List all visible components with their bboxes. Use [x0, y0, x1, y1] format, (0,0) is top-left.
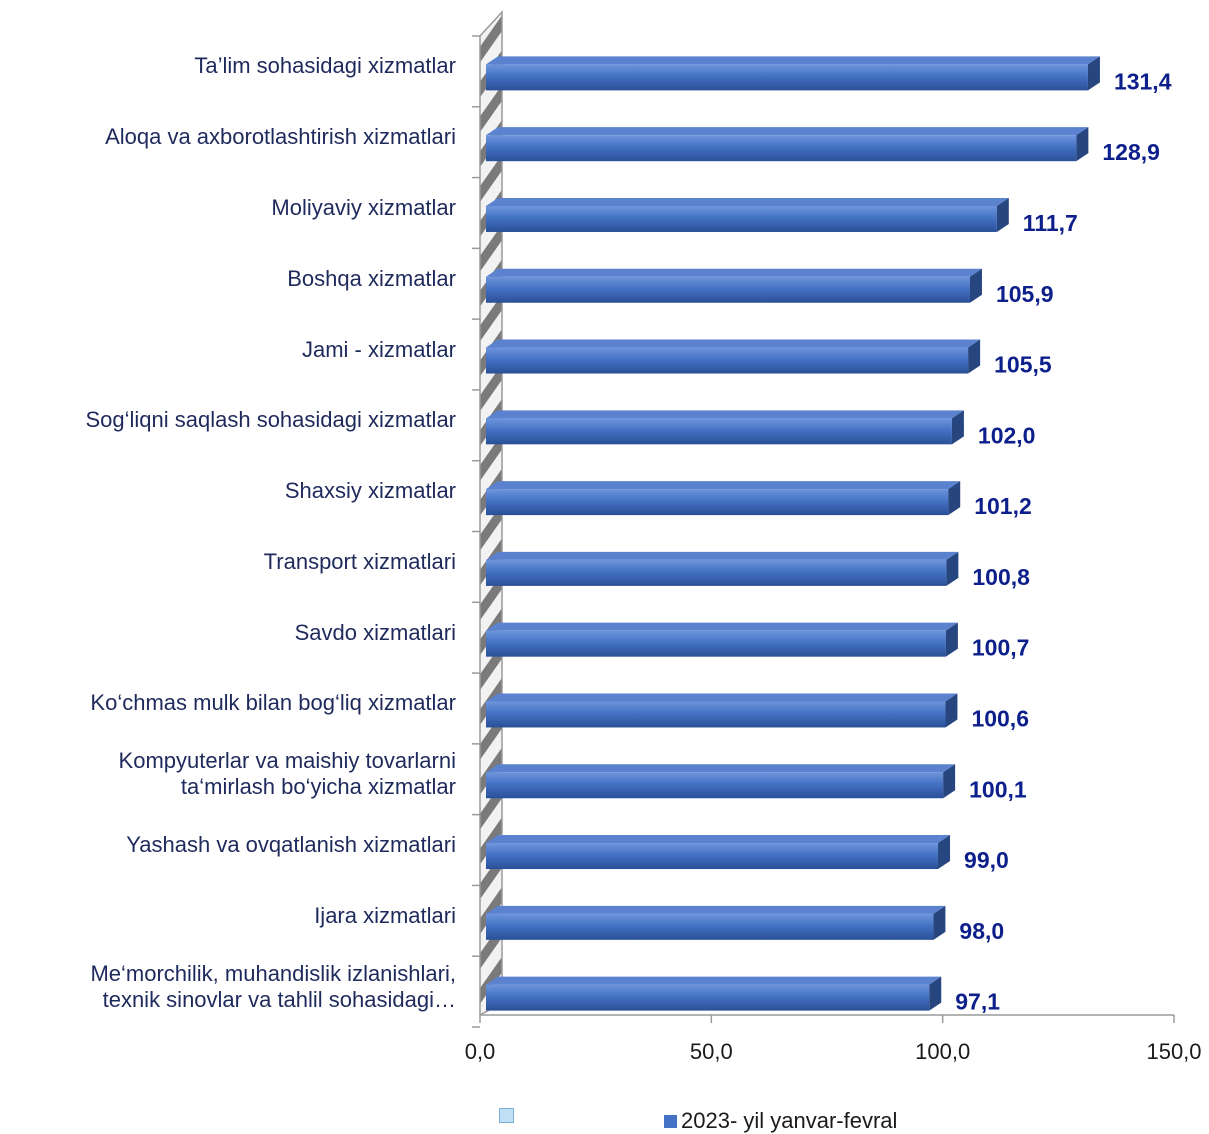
bar-chart: 131,4 128,9 111,7 105,9 105,5 102,0 101,2 100,8…: [465, 10, 1202, 1064]
category-label: Boshqa xizmatlar: [287, 265, 456, 291]
bar-top-face: [486, 481, 961, 490]
value-label: 100,1: [969, 776, 1027, 802]
bar-top-face: [486, 197, 1009, 206]
value-label: 105,9: [996, 281, 1054, 307]
value-labels: 131,4 128,9 111,7 105,9 105,5 102,0 101,2 100,8…: [955, 68, 1171, 1014]
bar: [486, 913, 934, 940]
category-label: Savdo xizmatlari: [294, 619, 456, 645]
value-label: 128,9: [1102, 139, 1160, 165]
bar: [486, 559, 947, 586]
bars: [486, 56, 1100, 1011]
category-label: Ko‘chmas mulk bilan bog‘liq xizmatlar: [90, 690, 456, 716]
bar-end-face: [929, 976, 942, 1011]
legend: 2023- yil yanvar-fevral: [0, 1108, 1209, 1133]
bar: [486, 205, 997, 232]
bar-top-face: [486, 339, 981, 348]
value-label: 100,8: [972, 564, 1030, 590]
bar-top-face: [486, 976, 942, 985]
bar: [486, 418, 952, 445]
bar-end-face: [948, 481, 961, 516]
value-label: 105,5: [994, 352, 1052, 378]
category-label: Sog‘liqni saqlash sohasidagi xizmatlar: [85, 407, 456, 433]
category-label: Yashash va ovqatlanish xizmatlari: [126, 832, 456, 858]
category-label: Aloqa va axborotlashtirish xizmatlari: [105, 124, 456, 150]
category-label: Jami - xizmatlar: [301, 336, 456, 362]
tick-labels: 0,0 50,0 100,0 150,0: [465, 1039, 1202, 1064]
legend-item-1: [499, 1108, 518, 1123]
bar-end-face: [938, 835, 951, 870]
bar: [486, 347, 969, 374]
bar: [486, 276, 970, 303]
x-tick-label: 0,0: [465, 1039, 496, 1064]
bar-end-face: [1076, 127, 1089, 162]
x-tick-label: 100,0: [915, 1039, 970, 1064]
bar-end-face: [945, 622, 958, 657]
bar: [486, 64, 1088, 91]
category-label: Moliyaviy xizmatlar: [271, 194, 456, 220]
bar-end-face: [946, 551, 959, 586]
bar-end-face: [951, 410, 964, 445]
bar: [486, 630, 946, 657]
legend-label-2: 2023- yil yanvar-fevral: [681, 1108, 898, 1133]
bar: [486, 772, 944, 799]
bar-end-face: [996, 197, 1009, 232]
bar-end-face: [969, 268, 982, 303]
bar-top-face: [486, 905, 946, 914]
axis-wall: [472, 10, 503, 1028]
bar-top-face: [486, 551, 959, 560]
legend-swatch-1: [499, 1108, 514, 1123]
bar-end-face: [945, 693, 958, 728]
legend-swatch-2: [664, 1114, 677, 1128]
value-label: 111,7: [1023, 210, 1078, 236]
legend-item-2: 2023- yil yanvar-fevral: [664, 1108, 897, 1134]
bar: [486, 489, 949, 516]
bar-top-face: [486, 693, 958, 702]
bar: [486, 701, 946, 728]
bar: [486, 135, 1077, 162]
bar-top-face: [486, 268, 982, 277]
value-label: 102,0: [978, 422, 1036, 448]
bar-top-face: [486, 56, 1100, 65]
bar-end-face: [1087, 56, 1100, 91]
category-label: Ijara xizmatlari: [314, 902, 456, 928]
value-label: 98,0: [959, 918, 1004, 944]
bar-top-face: [486, 410, 964, 419]
bar: [486, 984, 930, 1011]
value-label: 131,4: [1114, 68, 1172, 94]
bar-top-face: [486, 622, 958, 631]
category-label: Ta’lim sohasidagi xizmatlar: [194, 53, 456, 79]
x-tick-label: 50,0: [690, 1039, 733, 1064]
bar: [486, 843, 939, 870]
value-label: 100,6: [971, 705, 1029, 731]
bar-top-face: [486, 127, 1089, 136]
value-label: 99,0: [964, 847, 1009, 873]
category-label: Me‘morchilik, muhandislik izlanishlari, …: [90, 960, 456, 1012]
bar-end-face: [968, 339, 981, 374]
bar-end-face: [943, 764, 956, 799]
category-label: Shaxsiy xizmatlar: [284, 478, 456, 504]
x-tick-label: 150,0: [1146, 1039, 1201, 1064]
category-label: Transport xizmatlari: [263, 548, 456, 574]
value-label: 97,1: [955, 989, 1000, 1015]
value-label: 100,7: [972, 635, 1030, 661]
bar-top-face: [486, 764, 956, 773]
x-axis: [479, 1014, 1175, 1023]
category-label: Kompyuterlar va maishiy tovarlarni ta‘mi…: [118, 748, 456, 800]
bar-top-face: [486, 835, 951, 844]
bar-end-face: [933, 905, 946, 940]
value-label: 101,2: [974, 493, 1032, 519]
